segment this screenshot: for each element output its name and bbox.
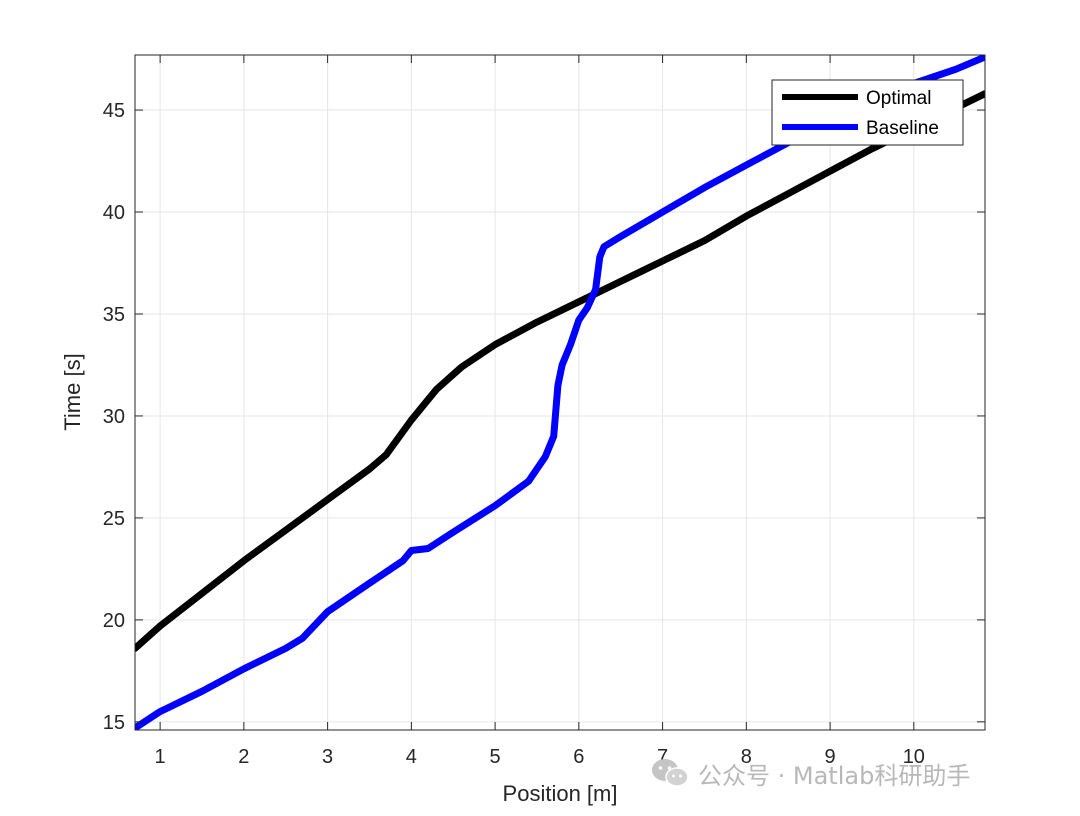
y-tick-label: 20 [103, 610, 125, 632]
series-line-baseline [135, 55, 985, 730]
legend-box [771, 79, 964, 146]
x-tick-label: 2 [238, 746, 249, 768]
x-axis-label: Position [m] [503, 781, 618, 806]
legend: Optimal Baseline [771, 79, 964, 146]
x-tick-label: 9 [825, 746, 836, 768]
x-tick-label: 1 [155, 746, 166, 768]
series-line-optimal [135, 90, 985, 652]
x-tick-label: 6 [573, 746, 584, 768]
wechat-icon [652, 759, 689, 787]
watermark: 公众号 · Matlab科研助手 [650, 756, 970, 790]
x-tick-label: 7 [657, 746, 668, 768]
x-tick-label: 5 [490, 746, 501, 768]
watermark-text: 公众号 · Matlab科研助手 [698, 761, 971, 790]
y-tick-label: 25 [103, 508, 125, 530]
plot-area-frame [134, 54, 986, 731]
legend-label-optimal: Optimal [866, 88, 931, 109]
y-tick-label: 40 [103, 202, 125, 224]
legend-label-baseline: Baseline [866, 118, 939, 139]
x-tick-label: 10 [903, 746, 925, 768]
x-tick-label: 4 [406, 746, 417, 768]
x-tick-label: 3 [322, 746, 333, 768]
y-tick-label: 30 [103, 406, 125, 428]
y-axis-label: Time [s] [60, 353, 85, 430]
y-tick-label: 15 [103, 712, 125, 734]
x-tick-label: 8 [741, 746, 752, 768]
y-tick-label: 35 [103, 304, 125, 326]
ticks [135, 55, 985, 730]
series-layer [135, 55, 985, 730]
y-tick-label: 45 [103, 100, 125, 122]
